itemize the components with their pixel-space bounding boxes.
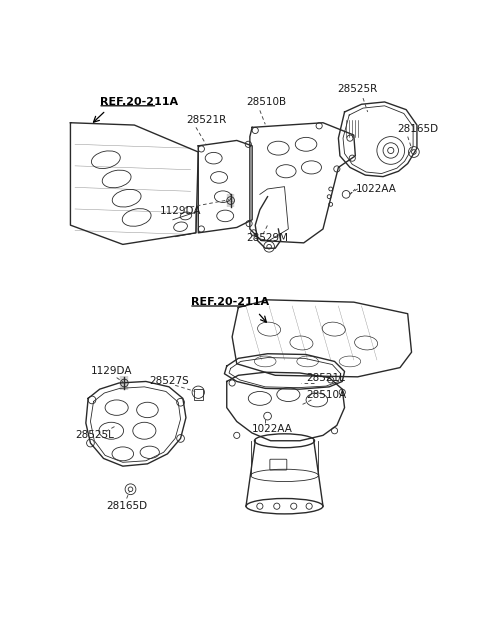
Text: 28165D: 28165D [398, 124, 439, 134]
Text: 28510B: 28510B [246, 97, 286, 107]
Text: 28525R: 28525R [337, 84, 377, 94]
Text: 1022AA: 1022AA [355, 184, 396, 194]
Text: 28529M: 28529M [246, 233, 288, 243]
Text: 28521L: 28521L [306, 372, 345, 382]
Text: REF.20-211A: REF.20-211A [191, 297, 269, 307]
Bar [193, 389, 203, 400]
Text: 1129DA: 1129DA [90, 366, 132, 376]
Text: 28527S: 28527S [150, 376, 190, 386]
Text: 1129DA: 1129DA [160, 206, 201, 216]
Text: REF.20-211A: REF.20-211A [100, 97, 178, 107]
Text: 28521R: 28521R [186, 114, 226, 124]
Text: 1022AA: 1022AA [252, 424, 293, 434]
Text: 28510A: 28510A [306, 389, 346, 399]
Text: 28525L: 28525L [75, 431, 114, 441]
Text: 28165D: 28165D [106, 501, 147, 511]
